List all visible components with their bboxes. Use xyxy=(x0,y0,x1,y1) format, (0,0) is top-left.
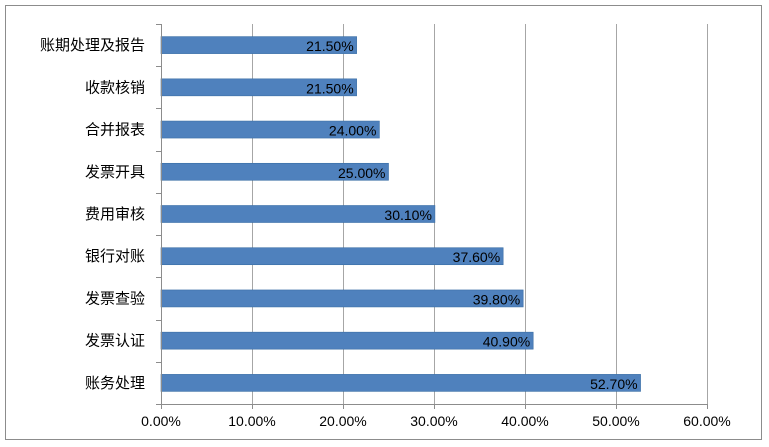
data-label: 39.80% xyxy=(473,291,520,307)
category-label: 发票开具 xyxy=(85,163,145,181)
data-label: 24.00% xyxy=(329,123,376,139)
bar xyxy=(160,289,524,308)
data-label: 37.60% xyxy=(453,249,500,265)
data-label: 40.90% xyxy=(483,334,530,350)
bar xyxy=(160,331,534,350)
bar xyxy=(160,374,641,392)
category-label: 发票认证 xyxy=(85,332,145,350)
x-tick-label: 20.00% xyxy=(319,413,366,429)
category-label: 银行对账 xyxy=(85,247,145,265)
x-tick-label: 40.00% xyxy=(501,413,548,429)
data-label: 25.00% xyxy=(338,165,385,181)
x-tick-label: 10.00% xyxy=(228,413,275,429)
x-tick-label: 60.00% xyxy=(683,413,730,429)
x-tick-label: 30.00% xyxy=(410,413,457,429)
category-label: 费用审核 xyxy=(85,205,145,223)
category-label: 账务处理 xyxy=(85,374,145,392)
bars xyxy=(160,36,641,392)
category-label: 发票查验 xyxy=(85,289,145,307)
x-tick-label: 0.00% xyxy=(141,413,181,429)
data-label: 21.50% xyxy=(306,38,353,54)
category-label: 收款核销 xyxy=(85,78,145,96)
data-label: 21.50% xyxy=(306,80,353,96)
data-label: 52.70% xyxy=(590,376,637,392)
axes xyxy=(156,24,708,409)
category-label: 合并报表 xyxy=(85,121,145,139)
labels: 0.00% 10.00% 20.00% 30.00% 40.00% 50.00% 60.00… xyxy=(40,36,731,429)
data-label: 30.10% xyxy=(384,207,431,223)
x-tick-label: 50.00% xyxy=(592,413,639,429)
category-label: 账期处理及报告 xyxy=(40,36,145,54)
